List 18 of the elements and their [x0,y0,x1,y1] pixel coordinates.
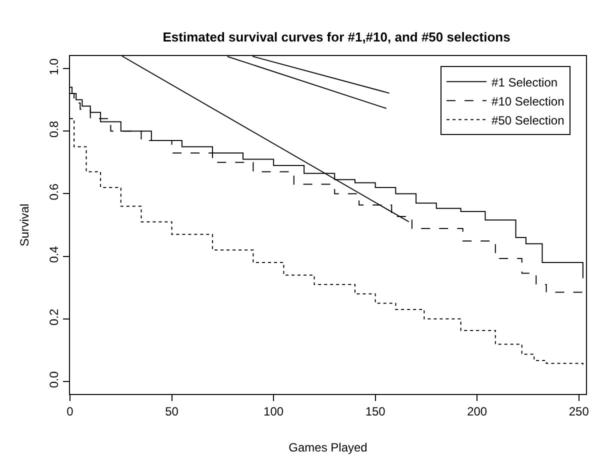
y-tick-label: 0.6 [47,183,62,200]
x-tick-label: 200 [467,404,488,418]
y-tick-label: 0.2 [47,308,62,326]
x-tick-label: 150 [365,404,386,418]
y-tick-label: 0.4 [47,246,62,263]
y-tick-label: 1.0 [47,58,62,76]
y-tick-label: 0.0 [47,371,62,388]
x-tick-label: 100 [264,404,284,418]
chart-title: Estimated survival curves for #1,#10, and #50 selections [162,30,510,45]
x-tick-label: 250 [568,404,590,418]
y-axis-title: Survival [18,204,32,246]
x-tick-label: 50 [165,404,179,418]
x-tick-label: 0 [66,404,74,418]
legend-label: #1 Selection [492,75,558,90]
legend-label: #10 Selection [492,94,564,108]
x-axis-title: Games Played [288,440,368,454]
y-tick-label: 0.8 [47,120,62,138]
legend-label: #50 Selection [492,113,564,128]
